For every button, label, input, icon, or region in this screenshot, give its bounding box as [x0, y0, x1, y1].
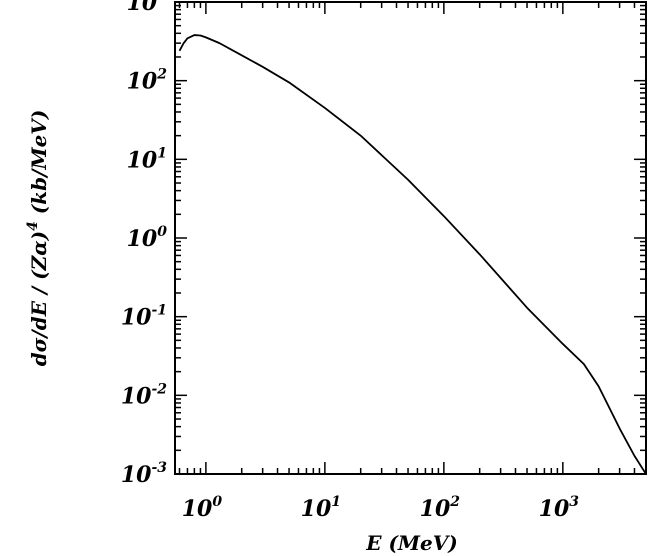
plot-frame	[174, 1, 647, 475]
x-tick-label: 103	[539, 494, 580, 522]
x-axis-label: E (MeV)	[365, 531, 458, 555]
y-tick-label: 10-1	[121, 303, 167, 331]
y-tick-label: 103	[127, 0, 168, 16]
y-axis-label-unit: (kb/MeV)	[27, 110, 51, 221]
y-axis-label-exponent: 4	[25, 221, 41, 231]
y-tick-label: 100	[127, 224, 168, 252]
x-tick-label: 101	[301, 494, 341, 522]
plot-frame-group	[174, 1, 647, 475]
y-tick-label: 102	[127, 67, 168, 95]
x-tick-label: 102	[420, 494, 461, 522]
y-ticks-group: 10-3 10-2 10-1 100 101 102 103	[121, 0, 646, 488]
x-ticks-group: 100 101 102 103	[178, 2, 647, 522]
y-axis-label-main: dσ/dE / (Zα)	[27, 231, 51, 366]
x-tick-label: 100	[182, 494, 223, 522]
y-tick-label: 101	[127, 145, 167, 173]
y-tick-label: 10-3	[121, 460, 167, 488]
y-axis-label: dσ/dE / (Zα)4 (kb/MeV)	[25, 110, 51, 367]
series-group	[178, 34, 646, 474]
series-line	[178, 34, 646, 474]
y-tick-label: 10-2	[121, 381, 167, 409]
